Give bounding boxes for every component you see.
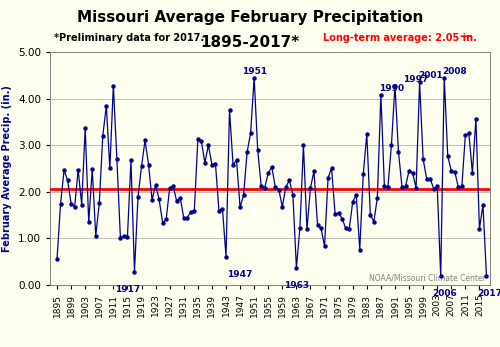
Text: 2001: 2001 — [418, 71, 442, 81]
Text: 2008: 2008 — [442, 67, 467, 76]
Text: —: — — [459, 30, 471, 43]
Y-axis label: February Average Precip. (in.): February Average Precip. (in.) — [2, 85, 12, 252]
Text: 2006: 2006 — [432, 289, 456, 298]
Text: 1990: 1990 — [379, 84, 404, 93]
Text: Missouri Average February Precipitation: Missouri Average February Precipitation — [77, 10, 423, 25]
Text: 2017: 2017 — [478, 289, 500, 298]
Text: *Preliminary data for 2017.: *Preliminary data for 2017. — [54, 33, 204, 43]
Text: 1895-2017*: 1895-2017* — [200, 35, 300, 50]
Text: 1997: 1997 — [404, 75, 429, 84]
Text: 1917: 1917 — [115, 285, 140, 294]
Text: 1963: 1963 — [284, 281, 309, 290]
Text: 1951: 1951 — [242, 67, 266, 76]
Text: NOAA/Missouri Climate Center: NOAA/Missouri Climate Center — [368, 273, 486, 282]
Text: Long-term average: 2.05 in.: Long-term average: 2.05 in. — [323, 33, 476, 43]
Text: 1947: 1947 — [228, 270, 253, 279]
